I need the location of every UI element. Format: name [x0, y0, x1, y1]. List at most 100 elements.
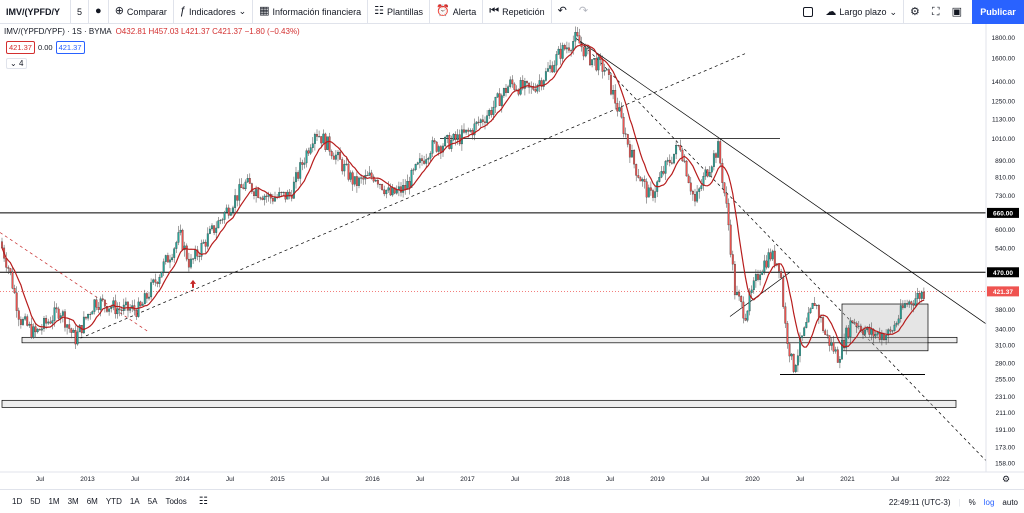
candle-body: [895, 323, 898, 326]
financials-button[interactable]: ▦ Información financiera: [253, 0, 369, 24]
candle-body: [683, 160, 686, 162]
price-tick-label: 173.00: [995, 445, 1015, 452]
layout-checkbox[interactable]: [797, 0, 819, 24]
candle-body: [282, 191, 285, 193]
range-button-1d[interactable]: 1D: [12, 497, 23, 506]
candle-body: [389, 187, 392, 196]
compare-button[interactable]: ⊕ Comparar: [109, 0, 174, 24]
publish-button[interactable]: Publicar: [972, 0, 1024, 24]
interval-button[interactable]: 5: [71, 0, 90, 24]
range-button-5a[interactable]: 5A: [147, 497, 158, 506]
dashed-uptrend[interactable]: [74, 53, 746, 341]
axis-settings-gear-icon[interactable]: ⚙: [1002, 475, 1010, 485]
candle-body: [465, 129, 468, 133]
candle-body: [45, 318, 48, 324]
candle-body: [578, 35, 581, 44]
candle-body: [11, 271, 14, 289]
candle-body: [490, 110, 493, 115]
clock[interactable]: 22:49:11 (UTC-3): [888, 497, 951, 507]
redo-button[interactable]: ↷: [573, 0, 594, 24]
red-dashed-line[interactable]: [0, 232, 149, 332]
candle-body: [481, 119, 484, 122]
candle-body: [414, 164, 417, 170]
alert-button[interactable]: ⏰ Alerta: [430, 0, 484, 24]
candle-body: [712, 153, 715, 167]
camera-icon: ▣: [951, 5, 962, 18]
candle-body: [572, 41, 575, 51]
log-toggle[interactable]: log: [983, 497, 995, 507]
candle-body: [460, 129, 463, 145]
indicators-button[interactable]: ƒ Indicadores ⌄: [174, 0, 254, 24]
candle-body: [360, 177, 363, 179]
candle-body: [219, 219, 222, 221]
price-tick-label: 255.00: [995, 377, 1015, 384]
candle-body: [297, 172, 300, 179]
date-range-icon[interactable]: ☷: [198, 496, 208, 507]
candle-body: [257, 189, 260, 198]
legend-collapse-button[interactable]: ⌄ 4: [6, 58, 28, 69]
candle-body: [767, 252, 770, 268]
lower-zone[interactable]: [1, 399, 957, 408]
chevron-down-icon: ⌄: [889, 6, 898, 17]
candle-body: [280, 192, 283, 193]
range-button-5d[interactable]: 5D: [30, 497, 41, 506]
candle-body: [299, 162, 302, 179]
candle-body: [326, 136, 329, 150]
candle-body: [91, 311, 94, 315]
candle-body: [66, 324, 69, 328]
candle-body: [788, 343, 791, 357]
range-button-todos[interactable]: Todos: [165, 497, 187, 506]
dashed-trendline[interactable]: [579, 41, 987, 461]
level-badge-label: 660.00: [993, 210, 1013, 217]
price-tick-label: 1800.00: [992, 35, 1016, 42]
price-axis[interactable]: 1800.00 1600.00 1400.00 1250.00 1130.00 1010.…: [985, 24, 1019, 472]
candle-body: [305, 150, 308, 164]
settings-button[interactable]: ⚙: [904, 0, 926, 24]
candle-body: [817, 305, 820, 318]
candle-body: [593, 57, 596, 60]
candle-body: [87, 313, 90, 319]
candle-body: [496, 93, 499, 98]
consolidation-box[interactable]: [841, 303, 929, 352]
support-zone[interactable]: [21, 336, 958, 344]
range-button-ytd[interactable]: YTD: [105, 497, 122, 506]
price-chart[interactable]: 1800.00 1600.00 1400.00 1250.00 1130.00 1010.…: [0, 24, 1024, 489]
symbol-search[interactable]: IMV/(YPFD/Y: [0, 0, 72, 24]
layout-button[interactable]: ☁ Largo plazo ⌄: [819, 0, 905, 24]
candle-body: [38, 328, 41, 331]
replay-button[interactable]: ⏮ Repetición: [483, 0, 552, 24]
range-button-1a[interactable]: 1A: [129, 497, 140, 506]
snapshot-button[interactable]: ▣: [946, 0, 968, 24]
time-axis[interactable]: Jul 2013 Jul 2014 Jul 2015 Jul 2016 Jul 2017 Jul 20…: [0, 471, 1024, 485]
candle-body: [240, 184, 243, 189]
chart-legend: IMV/(YPFD/YPF) · 1S · BYMA O432.81 H457.…: [4, 27, 300, 36]
undo-button[interactable]: ↶: [552, 0, 573, 24]
candle-body: [761, 271, 764, 275]
price-tick-label: 191.00: [995, 427, 1015, 434]
range-button-1m[interactable]: 1M: [48, 497, 60, 506]
candle-body: [876, 332, 879, 335]
candle-body: [196, 249, 199, 257]
range-button-3m[interactable]: 3M: [67, 497, 79, 506]
descending-trendline[interactable]: [575, 38, 987, 325]
candle-body: [538, 80, 541, 86]
candle-body: [238, 184, 241, 201]
templates-button[interactable]: ☷ Plantillas: [368, 0, 430, 24]
candle-body: [1, 241, 3, 249]
percent-toggle[interactable]: %: [968, 497, 976, 507]
candle-body: [733, 263, 736, 296]
candle-body: [494, 96, 497, 108]
candle-body: [618, 107, 621, 112]
chart-type-button[interactable]: ●: [89, 0, 109, 24]
candle-body: [301, 162, 304, 165]
fullscreen-button[interactable]: ⛶: [926, 0, 946, 24]
candle-body: [721, 163, 724, 183]
candle-body: [372, 176, 375, 182]
auto-toggle[interactable]: auto: [1002, 497, 1018, 507]
legend-title[interactable]: IMV/(YPFD/YPF) · 1S · BYMA: [4, 27, 112, 36]
range-button-6m[interactable]: 6M: [86, 497, 98, 506]
compare-label: Comparar: [126, 6, 167, 17]
candle-body: [221, 219, 224, 221]
candle-body: [553, 64, 556, 73]
candle-body: [828, 335, 831, 346]
